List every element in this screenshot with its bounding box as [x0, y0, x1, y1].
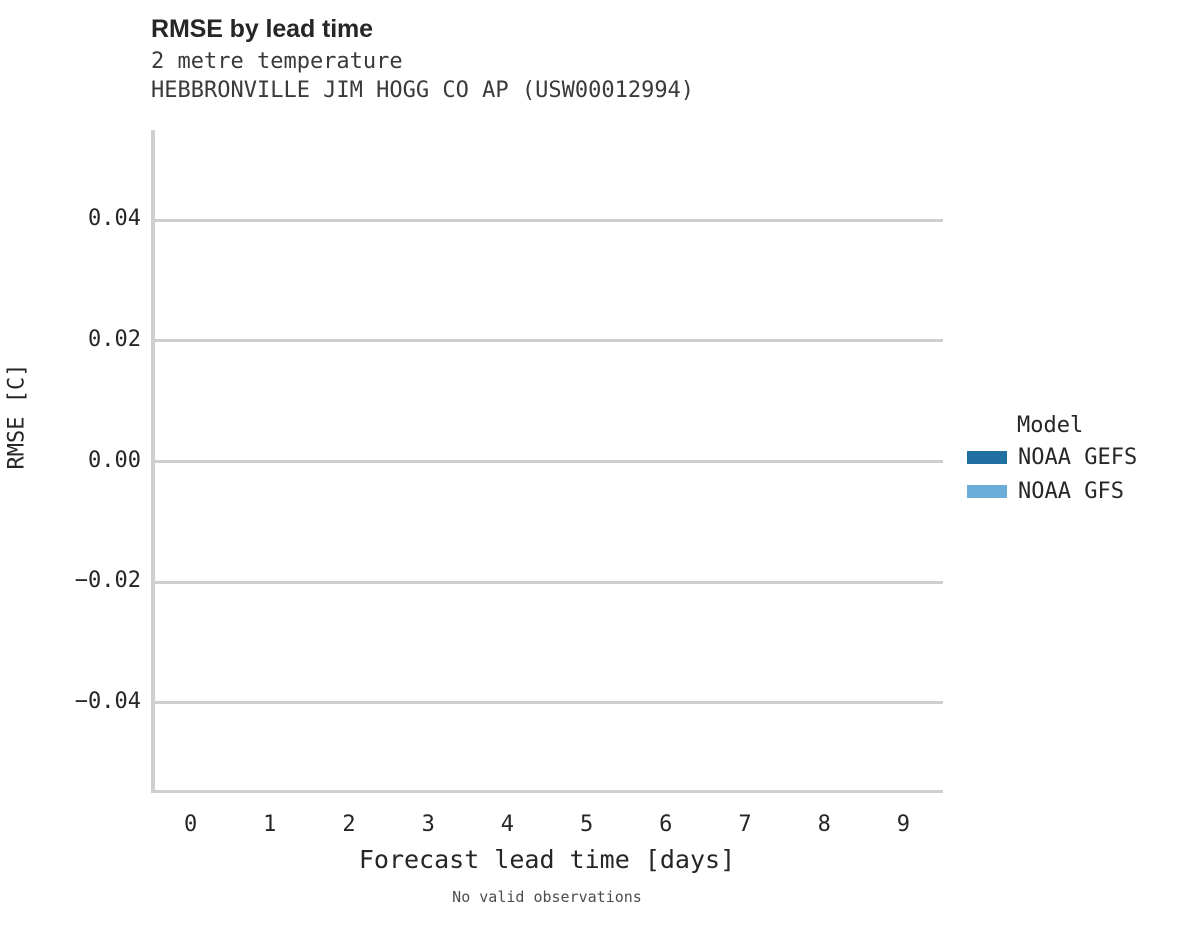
gridline	[151, 339, 943, 343]
x-tick-label: 6	[659, 812, 673, 837]
legend-item[interactable]: NOAA GFS	[967, 474, 1167, 508]
y-axis-tick-labels: 0.04 0.02 0.00 −0.02 −0.04	[11, 0, 141, 928]
legend-item-label: NOAA GEFS	[1018, 444, 1138, 470]
gridline	[151, 701, 943, 705]
x-tick-label: 3	[421, 812, 435, 837]
y-tick-label: −0.02	[74, 568, 141, 594]
legend-entries: NOAA GEFS NOAA GFS	[967, 440, 1167, 508]
x-tick-label: 4	[500, 812, 515, 837]
chart-subtitle-station: HEBBRONVILLE JIM HOGG CO AP (USW00012994…	[151, 78, 695, 103]
x-tick-label: 9	[896, 812, 911, 837]
y-tick-label: 0.02	[88, 326, 141, 352]
gridline	[151, 460, 943, 463]
series-noaa-gfs	[151, 130, 943, 793]
x-axis-tick-labels: 0 1 2 3 4 5 6 7 8 9	[151, 812, 943, 842]
y-tick-label: 0.00	[88, 447, 141, 473]
legend-item-label: NOAA GFS	[1018, 478, 1124, 504]
legend-color-swatch	[967, 450, 1007, 464]
y-axis-title: RMSE [C]	[4, 363, 30, 470]
legend-item[interactable]: NOAA GEFS	[967, 440, 1167, 474]
no-data-note: No valid observations	[452, 888, 642, 906]
gridline	[151, 218, 943, 222]
chart-header: RMSE by lead time 2 metre temperature HE…	[151, 14, 971, 105]
legend-title: Model	[1017, 413, 1084, 438]
legend: Model NOAA GEFS NOAA GFS	[967, 412, 1167, 508]
x-tick-label: 7	[738, 812, 752, 837]
gridline	[151, 580, 943, 584]
page-title: RMSE by lead time	[151, 15, 373, 43]
legend-color-swatch	[967, 484, 1007, 498]
x-tick-label: 0	[183, 812, 198, 837]
x-axis-title: Forecast lead time [days]	[358, 845, 736, 874]
y-tick-label: −0.04	[74, 688, 141, 714]
x-tick-label: 8	[817, 812, 831, 837]
x-tick-label: 1	[263, 812, 277, 837]
plot-area	[151, 130, 943, 793]
x-tick-label: 5	[579, 812, 594, 837]
x-tick-label: 2	[342, 812, 356, 837]
chart-subtitle-variable: 2 metre temperature	[151, 49, 403, 74]
y-axis-spine	[151, 130, 155, 793]
y-tick-label: 0.04	[88, 206, 141, 232]
x-axis-spine	[151, 790, 943, 793]
